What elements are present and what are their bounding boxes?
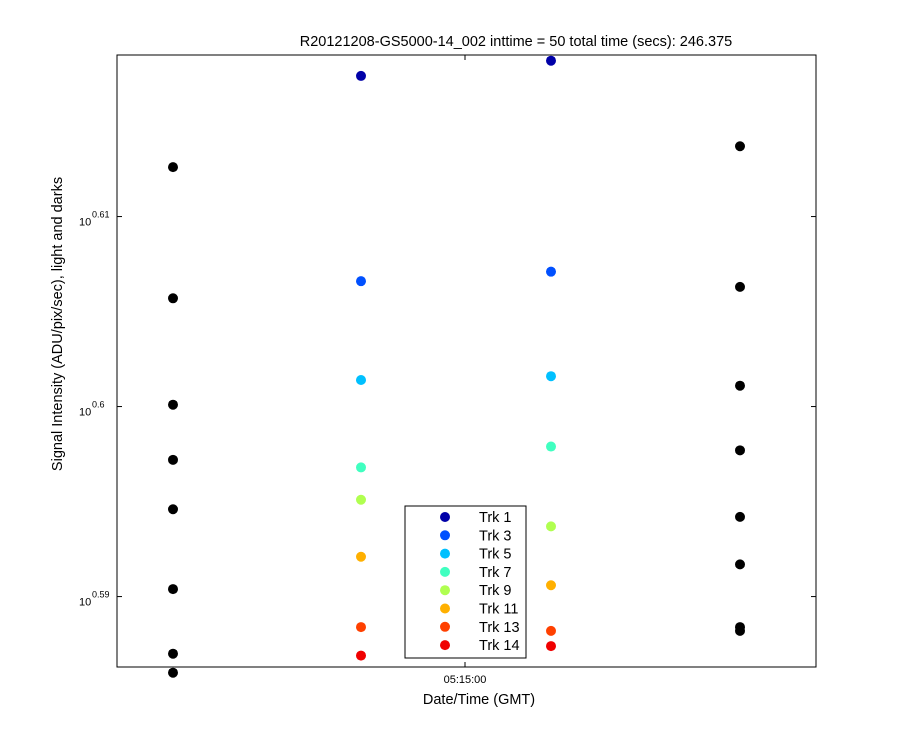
y-axis-label: Signal Intensity (ADU/pix/sec), light an… xyxy=(50,177,66,471)
chart-title: R20121208-GS5000-14_002 inttime = 50 tot… xyxy=(300,34,732,50)
legend-marker xyxy=(440,640,450,651)
dark-point xyxy=(735,625,745,636)
light-point-trk xyxy=(356,375,366,386)
legend-label: Trk 13 xyxy=(479,620,520,636)
light-point-trk xyxy=(546,266,556,277)
dark-point xyxy=(735,141,745,152)
legend-label: Trk 7 xyxy=(479,565,512,581)
legend-marker xyxy=(440,566,450,577)
dark-point xyxy=(735,559,745,570)
legend-marker xyxy=(440,548,450,559)
legend-marker xyxy=(440,621,450,632)
y-tick-label: 10 xyxy=(79,217,91,229)
legend-marker xyxy=(440,530,450,541)
legend-marker xyxy=(440,585,450,596)
light-point-trk xyxy=(546,625,556,636)
dark-point xyxy=(168,648,178,659)
light-point-trk xyxy=(546,441,556,452)
legend-marker xyxy=(440,603,450,614)
light-point-trk xyxy=(356,494,366,505)
light-point-trk xyxy=(546,641,556,652)
dark-point xyxy=(735,511,745,522)
dark-point xyxy=(168,399,178,410)
light-point-trk xyxy=(356,462,366,473)
dark-point xyxy=(168,293,178,304)
x-axis-label: Date/Time (GMT) xyxy=(423,692,535,708)
y-tick-label: 10 xyxy=(79,407,91,419)
dark-point xyxy=(735,445,745,456)
light-point-trk xyxy=(356,622,366,633)
y-tick-exponent: 0.59 xyxy=(92,590,110,600)
dark-point xyxy=(168,504,178,515)
legend-label: Trk 11 xyxy=(479,602,518,618)
dark-point xyxy=(735,380,745,391)
y-tick-label: 10 xyxy=(79,597,91,609)
dark-point xyxy=(168,454,178,465)
light-point-trk xyxy=(356,276,366,287)
light-point-trk xyxy=(546,521,556,532)
legend-label: Trk 14 xyxy=(479,638,520,654)
dark-point xyxy=(735,281,745,292)
light-point-trk xyxy=(546,371,556,382)
legend-marker xyxy=(440,512,450,522)
dark-point xyxy=(168,162,178,173)
dark-point xyxy=(168,584,178,595)
x-tick-label: 05:15:00 xyxy=(444,674,487,686)
y-tick-exponent: 0.6 xyxy=(92,400,105,410)
light-point-trk xyxy=(356,70,366,81)
legend-label: Trk 1 xyxy=(479,510,512,526)
light-point-trk xyxy=(546,55,556,66)
legend-box xyxy=(404,505,527,659)
y-tick-exponent: 0.61 xyxy=(92,210,110,220)
light-point-trk xyxy=(546,580,556,591)
dark-point xyxy=(168,667,178,678)
x-axis-ticks: 05:15:00 xyxy=(444,55,487,686)
legend-label: Trk 3 xyxy=(479,528,512,544)
legend-label: Trk 9 xyxy=(479,583,512,599)
legend-label: Trk 5 xyxy=(479,547,512,563)
light-point-trk xyxy=(356,650,366,661)
legend: Trk 1 Trk 3 Trk 5 Trk 7 Trk 9 Trk 11 Trk 13 Trk… xyxy=(404,505,527,659)
light-point-trk xyxy=(356,551,366,562)
data-points xyxy=(168,55,745,678)
